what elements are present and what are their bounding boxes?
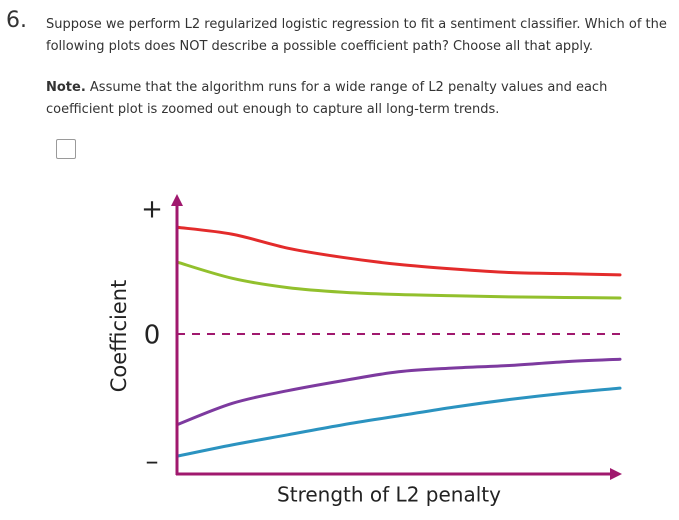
y-tick-plus: +: [141, 195, 163, 225]
answer-checkbox[interactable]: [56, 139, 76, 159]
question-note: Note. Assume that the algorithm runs for…: [46, 77, 676, 121]
series-line-1: [175, 225, 622, 277]
note-label: Note.: [46, 80, 86, 95]
y-axis-arrow-icon: [171, 194, 183, 206]
series-line-4: [175, 386, 622, 458]
y-tick-minus: –: [146, 447, 159, 477]
y-axis-label: Coefficient: [107, 280, 131, 393]
question-text: Suppose we perform L2 regularized logist…: [46, 17, 667, 54]
series-line-3: [175, 357, 622, 427]
x-axis-arrow-icon: [610, 468, 622, 480]
y-tick-zero: 0: [144, 321, 161, 351]
note-text: Assume that the algorithm runs for a wid…: [46, 80, 608, 117]
x-axis-label: Strength of L2 penalty: [277, 483, 501, 507]
series-line-2: [175, 260, 622, 300]
question-number: 6.: [6, 8, 27, 33]
